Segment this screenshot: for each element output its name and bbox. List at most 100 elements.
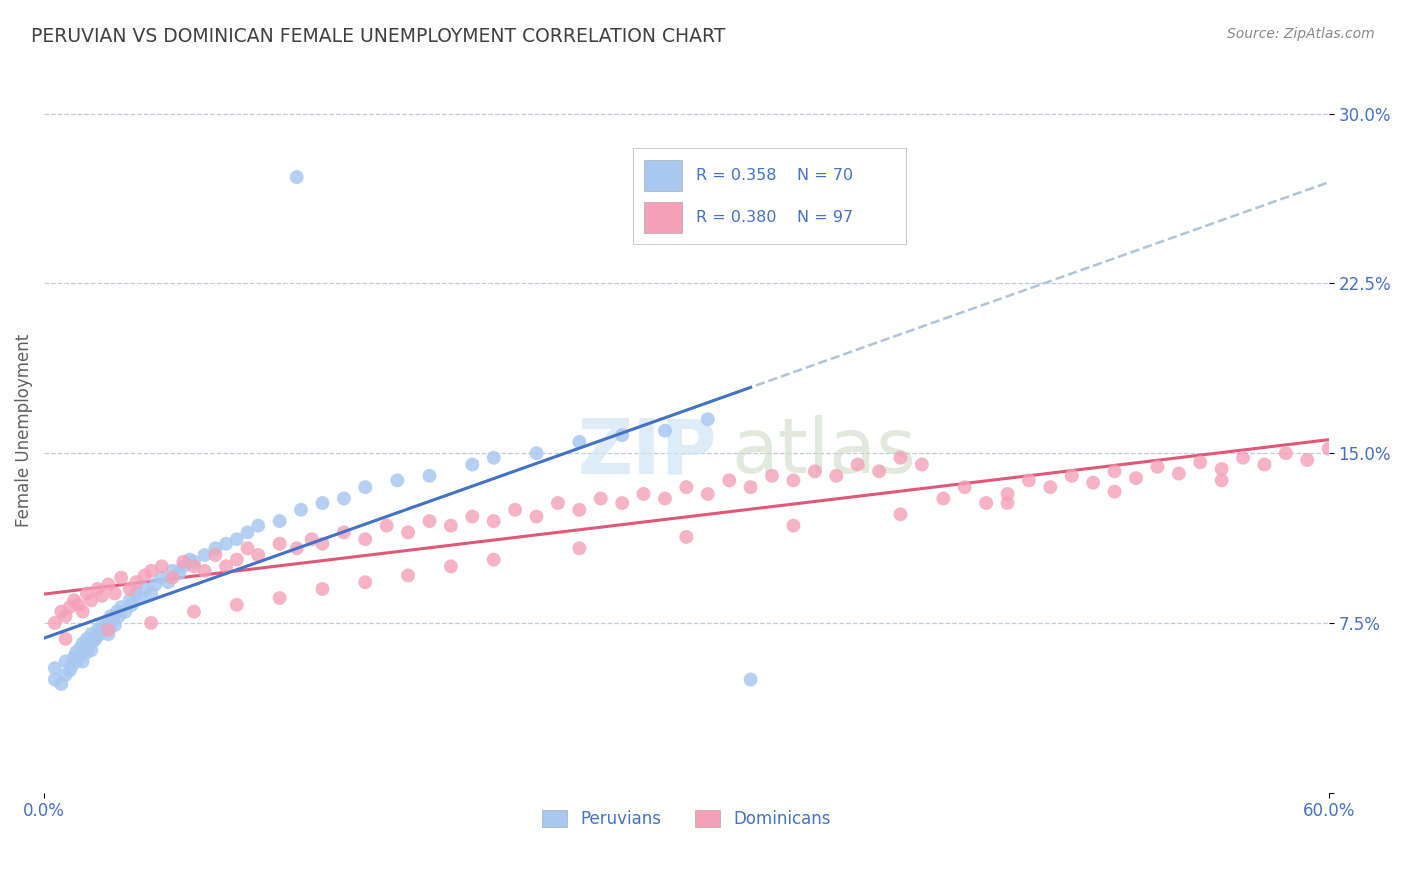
Point: [183, 559, 205, 574]
Point: [86, 582, 108, 596]
Point: [461, 509, 484, 524]
Point: [654, 424, 676, 438]
Point: [974, 496, 997, 510]
Point: [285, 170, 308, 185]
Point: [110, 600, 132, 615]
Point: [247, 518, 270, 533]
Y-axis label: Female Unemployment: Female Unemployment: [15, 334, 32, 527]
Point: [526, 446, 548, 460]
Point: [215, 537, 238, 551]
Point: [104, 618, 127, 632]
Point: [59, 664, 82, 678]
Bar: [644, 160, 682, 191]
Point: [354, 532, 377, 546]
Point: [846, 458, 869, 472]
Point: [1146, 459, 1168, 474]
Point: [150, 559, 173, 574]
Point: [333, 491, 356, 506]
Text: atlas: atlas: [731, 416, 917, 490]
Point: [311, 496, 333, 510]
Point: [167, 566, 190, 581]
Point: [696, 412, 718, 426]
Point: [121, 598, 143, 612]
Point: [204, 548, 226, 562]
Point: [269, 591, 291, 605]
Point: [150, 571, 173, 585]
Point: [179, 552, 201, 566]
Point: [889, 508, 911, 522]
Point: [396, 525, 419, 540]
Point: [63, 649, 86, 664]
Point: [44, 661, 66, 675]
Point: [997, 496, 1019, 510]
Point: [568, 503, 591, 517]
Point: [610, 428, 633, 442]
Point: [354, 480, 377, 494]
Point: [183, 555, 205, 569]
Point: [932, 491, 955, 506]
Point: [547, 496, 569, 510]
Point: [225, 598, 247, 612]
Point: [236, 541, 259, 556]
Point: [84, 632, 107, 646]
Point: [89, 627, 111, 641]
Point: [93, 620, 115, 634]
Point: [101, 614, 124, 628]
Point: [157, 575, 180, 590]
Point: [90, 589, 112, 603]
Point: [141, 564, 163, 578]
Point: [125, 586, 148, 600]
Point: [183, 605, 205, 619]
Point: [1317, 442, 1340, 456]
Point: [141, 586, 163, 600]
Point: [59, 600, 82, 615]
Point: [1039, 480, 1062, 494]
Point: [311, 537, 333, 551]
Bar: [644, 202, 682, 233]
Point: [55, 654, 77, 668]
Point: [194, 564, 217, 578]
Point: [97, 623, 120, 637]
Point: [889, 450, 911, 465]
Point: [675, 530, 697, 544]
Point: [654, 491, 676, 506]
Point: [418, 468, 440, 483]
Point: [118, 593, 141, 607]
Point: [782, 474, 804, 488]
Point: [354, 575, 377, 590]
Point: [610, 496, 633, 510]
Point: [225, 552, 247, 566]
Point: [65, 654, 87, 668]
Point: [194, 548, 217, 562]
Point: [868, 464, 890, 478]
Point: [1296, 453, 1319, 467]
Point: [1081, 475, 1104, 490]
Point: [675, 480, 697, 494]
Point: [90, 618, 112, 632]
Point: [77, 639, 100, 653]
Point: [440, 518, 463, 533]
Point: [100, 609, 122, 624]
Text: R = 0.380    N = 97: R = 0.380 N = 97: [696, 210, 853, 225]
Point: [80, 643, 103, 657]
Point: [1104, 484, 1126, 499]
Point: [97, 615, 120, 630]
Point: [134, 568, 156, 582]
Point: [997, 487, 1019, 501]
Point: [80, 627, 103, 641]
Point: [526, 509, 548, 524]
Point: [162, 571, 184, 585]
Point: [1253, 458, 1275, 472]
Point: [1060, 468, 1083, 483]
Point: [86, 623, 108, 637]
Point: [804, 464, 827, 478]
Point: [172, 555, 194, 569]
Point: [387, 474, 409, 488]
Point: [418, 514, 440, 528]
Point: [51, 605, 73, 619]
Point: [461, 458, 484, 472]
Point: [825, 468, 848, 483]
Point: [172, 559, 194, 574]
Point: [1275, 446, 1298, 460]
Point: [44, 615, 66, 630]
